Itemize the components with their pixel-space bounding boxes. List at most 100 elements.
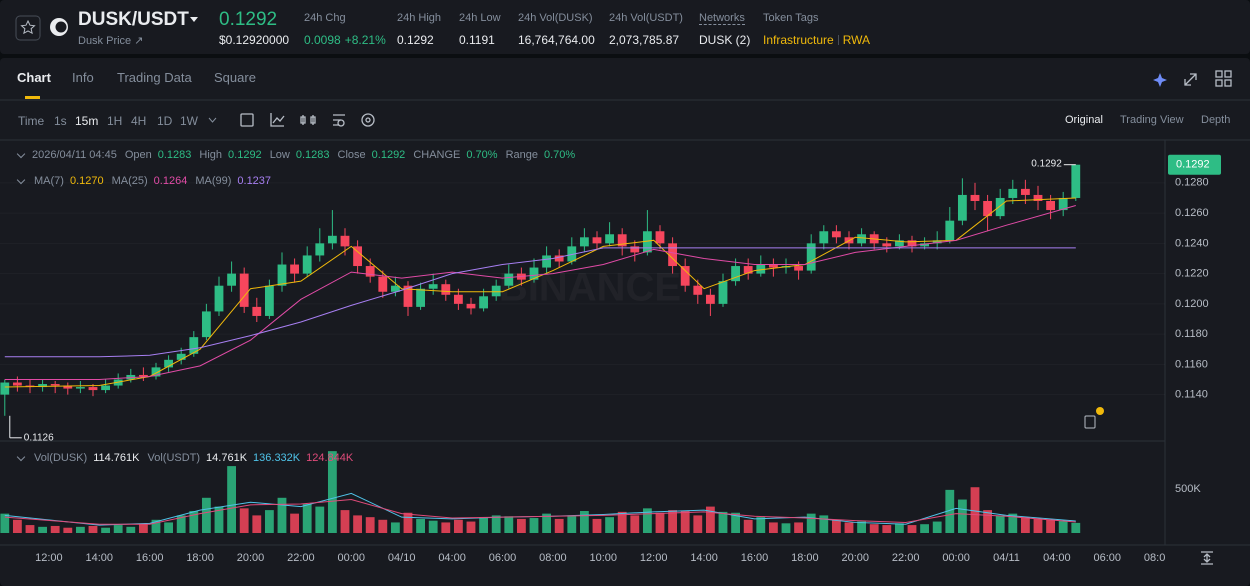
layout-icon: [1215, 79, 1223, 87]
tag[interactable]: Infrastructure: [763, 33, 834, 47]
scale-icon[interactable]: [1201, 551, 1213, 565]
volume-bar: [264, 510, 274, 533]
candle-body: [164, 359, 173, 368]
token-logo-inner: [55, 21, 67, 33]
candle-body: [466, 303, 476, 309]
ma-name: MA(25): [111, 175, 148, 187]
volume-bar: [252, 515, 262, 533]
stat-label: 24h High: [397, 12, 442, 24]
volume-bar: [50, 525, 60, 533]
volume-bar: [945, 489, 955, 533]
tab[interactable]: Chart: [17, 70, 51, 85]
volume-bar: [365, 517, 375, 533]
note-icon[interactable]: [1084, 415, 1096, 429]
legend-time: 2026/04/11 04:45: [32, 149, 117, 161]
interval[interactable]: 1H: [107, 114, 123, 128]
favorite-button[interactable]: [15, 15, 41, 41]
layout-icon: [1224, 70, 1232, 78]
volume-bar: [579, 510, 589, 533]
interval[interactable]: 1D: [157, 114, 173, 128]
x-tick-label: 04/10: [388, 552, 416, 564]
view-option[interactable]: Depth: [1201, 114, 1231, 126]
candle-body: [504, 273, 514, 286]
volume-bar: [655, 512, 665, 533]
settings-icon[interactable]: [361, 113, 375, 127]
candle-body: [239, 273, 249, 307]
pair-dropdown[interactable]: [190, 17, 198, 22]
volume-bar: [75, 526, 85, 533]
toolbar-icons: [240, 70, 1232, 565]
collapse-icon[interactable]: [16, 452, 26, 461]
candle-body: [12, 382, 22, 386]
volume-bar: [428, 520, 438, 533]
candle-body: [1046, 200, 1056, 211]
candle-body: [882, 243, 892, 247]
x-tick-label: 18:00: [791, 552, 819, 564]
volume-bar: [151, 519, 161, 533]
volume-name: Vol(USDT): [147, 452, 201, 464]
interval[interactable]: 4H: [131, 114, 147, 128]
legend-name: Range: [505, 149, 538, 161]
stat-values: DUSK (2): [699, 33, 750, 47]
view-option[interactable]: Original: [1065, 114, 1103, 126]
calendar-icon[interactable]: [240, 113, 254, 127]
collapse-icon[interactable]: [16, 149, 26, 158]
stat-values: 2,073,785.87: [609, 33, 679, 47]
volume-bar: [227, 466, 236, 533]
volume-bar: [668, 510, 678, 533]
price-usd: $0.12920000: [219, 33, 290, 47]
layout-icon[interactable]: [1215, 70, 1223, 78]
stat-values: 16,764,764.00: [518, 33, 595, 47]
candle-body: [542, 255, 551, 268]
y-tick-label: 0.1220: [1175, 268, 1209, 280]
volume-ma-line: [4, 499, 1076, 525]
interval[interactable]: 1s: [54, 114, 67, 128]
ai-icon[interactable]: [1153, 73, 1167, 87]
tab[interactable]: Trading Data: [117, 70, 192, 85]
x-tick-label: 04:00: [1043, 552, 1071, 564]
candle-body: [315, 243, 325, 256]
volume-bar: [844, 522, 854, 533]
volume-bar: [932, 521, 942, 533]
volume-bar: [189, 510, 199, 533]
interval: Time: [18, 114, 45, 128]
volume-bar: [290, 513, 299, 533]
star-icon: [20, 19, 36, 35]
volume-bar: [529, 518, 539, 533]
candle-body: [554, 255, 564, 262]
candle-body: [1033, 194, 1043, 201]
volume-bar: [390, 522, 400, 533]
candle-body: [176, 353, 186, 360]
interval-dropdown[interactable]: [208, 117, 217, 123]
tab[interactable]: Square: [214, 70, 256, 85]
volume-bar: [378, 519, 388, 533]
interval[interactable]: 1W: [180, 114, 198, 128]
volume-legend: Vol(DUSK) 114.761K Vol(USDT) 14.761K 136.332…: [16, 452, 353, 464]
last-price: 0.1292: [219, 9, 278, 30]
fullscreen-icon[interactable]: [1184, 73, 1197, 86]
ma-value: 0.1264: [153, 175, 188, 187]
indicator-icon[interactable]: [270, 113, 285, 127]
volume-bar: [12, 519, 22, 533]
tab[interactable]: Info: [72, 70, 94, 85]
candle-icon[interactable]: [300, 115, 316, 125]
stat-value: 16,764,764.00: [518, 33, 595, 47]
volume-bar: [743, 519, 753, 533]
volume-bar: [1033, 518, 1043, 533]
volume-bar: [25, 525, 35, 533]
stat-values: 0.1292: [397, 33, 434, 47]
candle-body: [38, 384, 47, 388]
view-option[interactable]: Trading View: [1120, 114, 1184, 126]
volume-name: Vol(DUSK): [34, 452, 88, 464]
pair-name[interactable]: DUSK/USDT: [78, 9, 189, 30]
volume-bar: [1008, 513, 1018, 533]
collapse-icon[interactable]: [16, 175, 26, 184]
candle-body: [794, 266, 804, 271]
volume-bar: [705, 506, 715, 533]
volume-bar: [201, 497, 211, 533]
ma-value: 0.1270: [69, 175, 104, 187]
candle-body: [214, 285, 224, 312]
interval[interactable]: 15m: [75, 114, 99, 128]
tag[interactable]: RWA: [842, 33, 871, 47]
candle-body: [75, 387, 85, 389]
